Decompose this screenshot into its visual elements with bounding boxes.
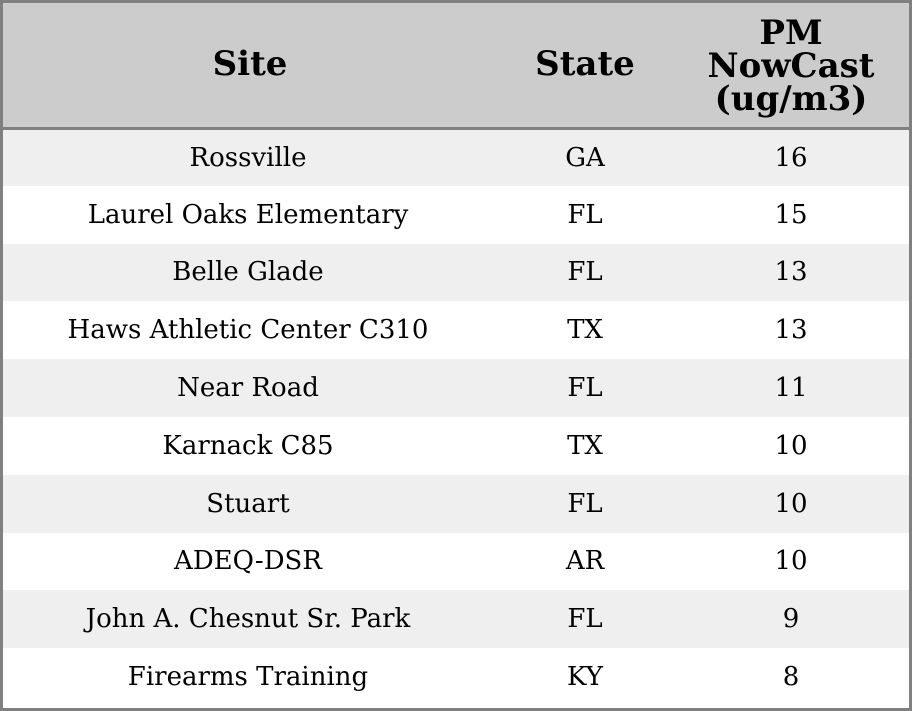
state-cell: AR [565,546,605,577]
state-cell: FL [567,199,603,230]
pm-value-cell: 10 [774,546,808,577]
site-cell: Belle Glade [172,257,324,288]
pm-value-cell: 8 [782,662,800,693]
state-cell: KY [567,662,603,693]
table-row: Karnack C85 TX 10 [3,416,909,475]
site-cell: Haws Athletic Center C310 [67,315,429,346]
table-row: Laurel Oaks Elementary FL 15 [3,185,909,244]
table-row: Near Road FL 11 [3,359,909,417]
pm-value-cell: 11 [774,373,808,404]
pm-value-cell: 16 [774,142,808,173]
table-row: Belle Glade FL 13 [3,243,909,302]
pm-nowcast-table: Site State PM NowCast (ug/m3) Rossville G… [3,3,909,706]
site-cell: Near Road [177,373,319,404]
column-header-pm-nowcast[interactable]: PM NowCast (ug/m3) [673,3,909,130]
state-cell: FL [567,373,603,404]
table-row: Haws Athletic Center C310 TX 13 [3,301,909,360]
state-cell: GA [565,142,605,173]
column-header-state[interactable]: State [497,3,673,130]
table-row: John A. Chesnut Sr. Park FL 9 [3,590,909,649]
table-body: Rossville GA 16 Laurel Oaks Elementary FL 15 B… [3,128,909,706]
state-cell: FL [567,257,603,288]
pm-value-cell: 9 [782,604,800,635]
site-cell: Stuart [206,488,290,519]
pm-value-cell: 13 [774,257,808,288]
state-cell: TX [567,430,603,461]
state-cell: FL [567,488,603,519]
table-row: ADEQ-DSR AR 10 [3,532,909,591]
table-row: Firearms Training KY 8 [3,648,909,706]
site-cell: Firearms Training [127,662,369,693]
column-header-site[interactable]: Site [3,3,497,130]
pm-value-cell: 10 [774,488,808,519]
site-cell: Laurel Oaks Elementary [87,199,409,230]
column-header-pm-line-3: (ug/m3) [714,79,868,120]
pm-value-cell: 15 [774,199,808,230]
header-row: Site State PM NowCast (ug/m3) [3,3,909,130]
column-header-pm-line-2: NowCast [707,46,875,87]
state-cell: TX [567,315,603,346]
column-header-pm-line-1: PM [759,13,823,54]
pm-value-cell: 13 [774,315,808,346]
site-cell: Karnack C85 [162,430,334,461]
state-cell: FL [567,604,603,635]
table-row: Rossville GA 16 [3,128,909,186]
site-cell: John A. Chesnut Sr. Park [85,604,411,635]
site-cell: Rossville [189,142,307,173]
site-cell: ADEQ-DSR [174,546,322,577]
pm-value-cell: 10 [774,430,808,461]
table-row: Stuart FL 10 [3,474,909,533]
